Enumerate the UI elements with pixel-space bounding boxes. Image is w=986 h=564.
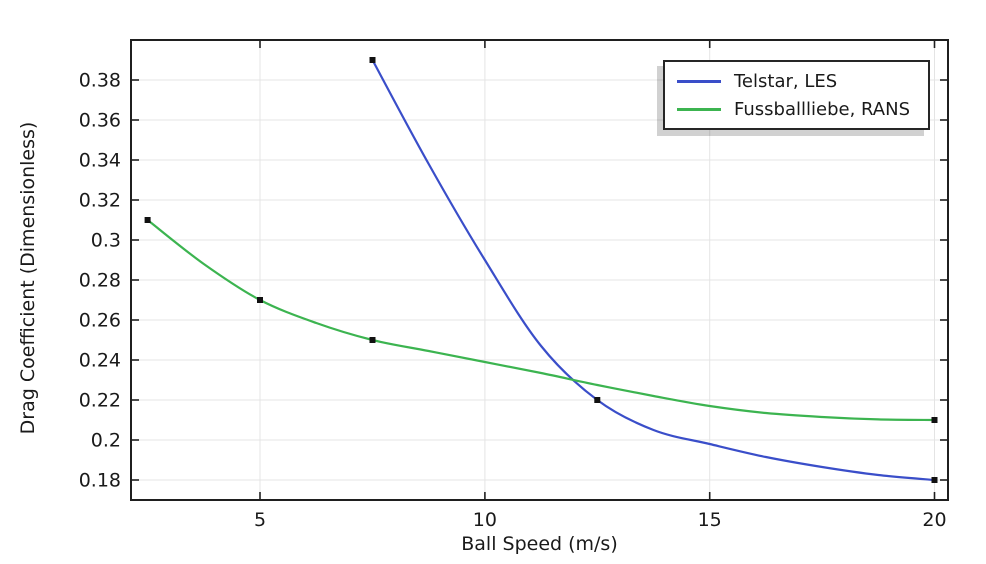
legend: Telstar, LES Fussballliebe, RANS	[663, 60, 930, 130]
y-tick-label: 0.32	[79, 190, 121, 212]
y-tick-label: 0.36	[79, 110, 121, 132]
y-tick-label: 0.22	[79, 390, 121, 412]
legend-label: Fussballliebe, RANS	[734, 98, 910, 120]
y-axis-label: Drag Coefficient (Dimensionless)	[17, 121, 39, 435]
y-tick-label: 0.3	[91, 230, 121, 252]
data-point-marker	[594, 397, 601, 403]
data-point-marker	[144, 217, 151, 223]
x-tick-label: 15	[698, 509, 722, 531]
y-tick-label: 0.26	[79, 310, 121, 332]
data-point-marker	[369, 337, 376, 343]
data-point-marker	[931, 417, 938, 423]
series-line-fussballliebe-rans	[146, 218, 936, 422]
series-line-telstar-les	[371, 58, 936, 482]
legend-item-fussballliebe-rans: Fussballliebe, RANS	[677, 95, 910, 123]
data-point-marker	[931, 477, 938, 483]
legend-line-swatch-fussballliebe	[677, 107, 721, 111]
y-tick-label: 0.2	[91, 430, 121, 452]
x-tick-label: 20	[922, 509, 946, 531]
data-point-marker	[257, 297, 263, 303]
y-tick-label: 0.18	[79, 470, 121, 492]
plot-frame	[130, 39, 949, 501]
legend-line-swatch-telstar	[677, 79, 721, 83]
x-axis-label: Ball Speed (m/s)	[461, 533, 618, 555]
y-tick-label: 0.28	[79, 270, 121, 292]
x-tick-label: 10	[473, 509, 497, 531]
data-point-marker	[369, 57, 376, 63]
y-tick-label: 0.24	[79, 350, 121, 372]
x-tick-label: 5	[254, 509, 266, 531]
legend-label: Telstar, LES	[734, 70, 838, 92]
y-tick-label: 0.34	[79, 150, 121, 172]
legend-item-telstar-les: Telstar, LES	[677, 67, 910, 95]
y-tick-label: 0.38	[79, 70, 121, 92]
